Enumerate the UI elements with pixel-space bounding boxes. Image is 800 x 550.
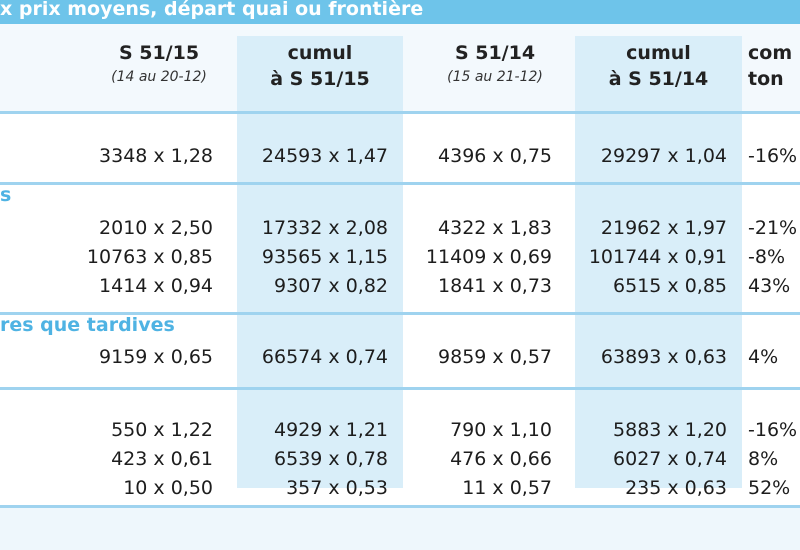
cell-cumul-14: 21962 x 1,97 (600, 217, 727, 239)
header-sub: ton (748, 68, 784, 90)
cell-s51-14: 790 x 1,10 (450, 419, 552, 441)
bottom-border (0, 505, 800, 508)
cell-cumul-15: 357 x 0,53 (286, 477, 388, 499)
cell-s51-15: 10 x 0,50 (123, 477, 213, 499)
header-label: S 51/15 (118, 42, 200, 64)
cell-s51-14: 4396 x 0,75 (438, 145, 552, 167)
cell-cumul-14: 6027 x 0,74 (613, 448, 727, 470)
cell-comparison: 43% (748, 275, 791, 297)
section-divider (0, 312, 800, 315)
cell-comparison: 8% (748, 448, 779, 470)
header-sub: (15 au 21-12) (447, 69, 543, 85)
cell-cumul-15: 66574 x 0,74 (261, 346, 388, 368)
section-divider (0, 182, 800, 185)
header-label: cumul (626, 42, 691, 64)
cell-cumul-14: 29297 x 1,04 (600, 145, 727, 167)
cell-s51-14: 11409 x 0,69 (425, 246, 552, 268)
header-sub: à S 51/14 (608, 68, 709, 90)
title-bar (0, 0, 800, 24)
cell-s51-15: 2010 x 2,50 (99, 217, 213, 239)
header-cumul-15: cumul à S 51/15 (237, 40, 403, 92)
cell-s51-14: 11 x 0,57 (462, 477, 552, 499)
cell-cumul-15: 4929 x 1,21 (274, 419, 388, 441)
cell-s51-15: 1414 x 0,94 (99, 275, 213, 297)
cell-s51-14: 9859 x 0,57 (438, 346, 552, 368)
cell-comparison: 4% (748, 346, 779, 368)
cell-cumul-14: 5883 x 1,20 (613, 419, 727, 441)
cell-cumul-14: 235 x 0,63 (625, 477, 727, 499)
cell-s51-14: 4322 x 1,83 (438, 217, 552, 239)
cell-s51-15: 550 x 1,22 (111, 419, 213, 441)
header-label: S 51/14 (454, 42, 536, 64)
header-cumul-14: cumul à S 51/14 (575, 40, 742, 92)
header-s51-15: S 51/15 (14 au 20-12) (84, 40, 234, 88)
cell-comparison: 52% (748, 477, 791, 499)
cell-comparison: -16% (748, 145, 798, 167)
section-divider (0, 387, 800, 390)
header-sub: à S 51/15 (270, 68, 370, 90)
cell-s51-15: 9159 x 0,65 (99, 346, 213, 368)
cell-cumul-15: 6539 x 0,78 (274, 448, 388, 470)
header-sub: (14 au 20-12) (111, 69, 207, 85)
header-s51-14: S 51/14 (15 au 21-12) (420, 40, 570, 88)
cell-cumul-15: 17332 x 2,08 (261, 217, 388, 239)
cell-cumul-15: 9307 x 0,82 (274, 275, 388, 297)
cell-comparison: -16% (748, 419, 798, 441)
cell-cumul-14: 101744 x 0,91 (588, 246, 727, 268)
cell-s51-14: 1841 x 0,73 (438, 275, 552, 297)
cell-comparison: -8% (748, 246, 785, 268)
table-title: x prix moyens, départ quai ou frontière (0, 0, 424, 20)
header-label: com (748, 42, 793, 64)
cell-cumul-14: 6515 x 0,85 (613, 275, 727, 297)
header-label: cumul (287, 42, 353, 64)
header-comparison: com ton (748, 40, 800, 92)
section-label: res que tardives (0, 314, 175, 336)
cell-s51-14: 476 x 0,66 (450, 448, 552, 470)
cell-cumul-15: 24593 x 1,47 (261, 145, 388, 167)
cell-comparison: -21% (748, 217, 798, 239)
section-divider (0, 111, 800, 114)
section-label: s (0, 184, 12, 206)
cell-s51-15: 10763 x 0,85 (86, 246, 213, 268)
cell-cumul-15: 93565 x 1,15 (261, 246, 388, 268)
cell-s51-15: 3348 x 1,28 (99, 145, 213, 167)
cell-s51-15: 423 x 0,61 (111, 448, 213, 470)
bottom-band (0, 505, 800, 550)
cell-cumul-14: 63893 x 0,63 (600, 346, 727, 368)
